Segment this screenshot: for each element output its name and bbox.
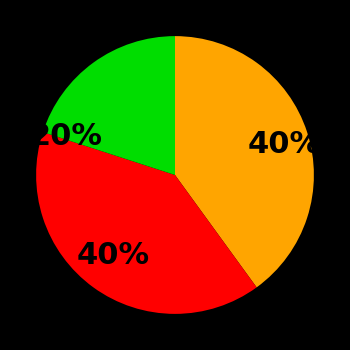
Text: 20%: 20% <box>30 121 103 150</box>
Wedge shape <box>43 36 175 175</box>
Wedge shape <box>175 36 314 287</box>
Wedge shape <box>36 132 257 314</box>
Text: 40%: 40% <box>247 130 320 159</box>
Text: 40%: 40% <box>77 241 150 270</box>
